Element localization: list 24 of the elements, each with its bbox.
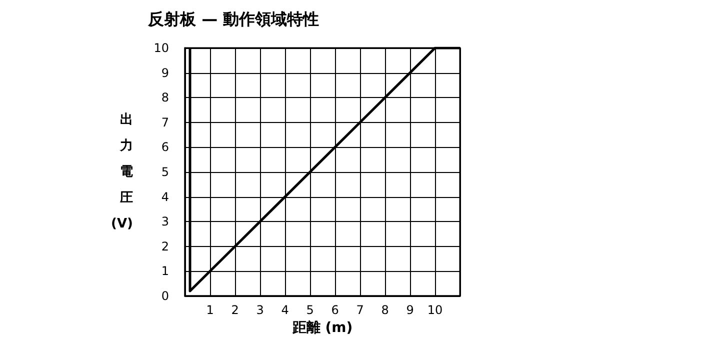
chart-title: 反射板 — 動作領域特性 [147, 10, 320, 28]
y-tick-label: 5 [161, 165, 169, 179]
x-tick-label: 5 [306, 303, 314, 317]
y-tick-label: 7 [161, 115, 169, 130]
y-tick-label: 2 [161, 239, 169, 254]
x-tick-label: 3 [256, 303, 264, 317]
y-tick-label: 10 [154, 41, 169, 55]
y-tick-label: 8 [161, 90, 169, 105]
x-tick-label: 8 [381, 303, 389, 317]
x-tick-label: 10 [427, 303, 443, 317]
x-tick-label: 4 [281, 303, 289, 317]
y-axis-title: 出力電圧 (V) [111, 112, 133, 232]
y-tick-label: 3 [161, 214, 169, 229]
x-tick-label: 6 [331, 303, 339, 317]
x-tick-label: 9 [406, 303, 414, 317]
y-tick-label: 9 [161, 66, 169, 80]
y-tick-label: 0 [161, 289, 169, 303]
y-tick-label: 1 [161, 264, 169, 278]
x-tick-label: 2 [231, 303, 239, 317]
y-tick-label: 6 [161, 140, 169, 154]
x-tick-label: 1 [206, 303, 214, 317]
x-tick-label: 7 [356, 303, 364, 317]
y-tick-label: 4 [161, 190, 169, 204]
x-axis-title: 距離 (m) [291, 320, 353, 336]
